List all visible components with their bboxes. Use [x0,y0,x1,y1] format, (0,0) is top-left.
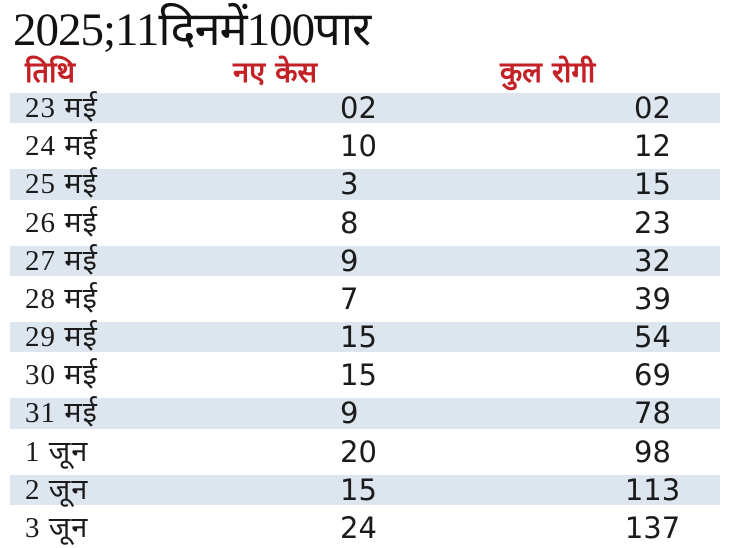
date-cell: 2 जून [25,473,89,506]
column-header-new-cases: नए केस [233,55,318,89]
table-row: 25 मई 3 15 [10,166,720,205]
page-title: 2025;11दिनमें100पार [13,4,371,56]
table-row: 1 जून 20 98 [10,433,720,472]
total-cell: 12 [634,129,671,164]
total-cell: 98 [634,434,671,469]
table-row: 2 जून 15 113 [10,471,720,510]
table-row: 29 मई 15 54 [10,319,720,358]
total-cell: 137 [624,510,681,545]
date-cell: 31 मई [25,397,98,430]
new-cases-cell: 02 [340,91,377,126]
new-cases-cell: 7 [340,281,359,316]
new-cases-cell: 24 [340,510,377,545]
table-header-row: तिथि नए केस कुल रोगी [0,54,730,90]
table-row: 27 मई 9 32 [10,242,720,281]
date-cell: 23 मई [25,92,98,125]
date-cell: 24 मई [25,130,98,163]
new-cases-cell: 10 [340,129,377,164]
date-cell: 3 जून [25,511,89,544]
table-row: 3 जून 24 137 [10,509,720,548]
total-cell: 15 [634,167,671,202]
new-cases-cell: 20 [340,434,377,469]
total-cell: 78 [634,396,671,431]
total-cell: 23 [634,205,671,240]
total-cell: 32 [634,243,671,278]
table-row: 24 मई 10 12 [10,128,720,167]
total-cell: 02 [634,91,671,126]
new-cases-cell: 9 [340,396,359,431]
date-cell: 28 मई [25,282,98,315]
total-cell: 39 [634,281,671,316]
total-cell: 113 [624,472,681,507]
new-cases-cell: 3 [340,167,359,202]
date-cell: 25 मई [25,168,98,201]
new-cases-cell: 9 [340,243,359,278]
new-cases-cell: 8 [340,205,359,240]
date-cell: 30 मई [25,359,98,392]
new-cases-cell: 15 [340,320,377,355]
table-row: 31 मई 9 78 [10,395,720,434]
table-body: 23 मई 02 02 24 मई 10 12 25 मई 3 15 26 मई… [0,90,730,548]
date-cell: 29 मई [25,321,98,354]
new-cases-cell: 15 [340,472,377,507]
column-header-date: तिथि [25,55,76,89]
date-cell: 1 जून [25,435,89,468]
date-cell: 27 मई [25,244,98,277]
table-row: 30 मई 15 69 [10,357,720,396]
table-row: 28 मई 7 39 [10,280,720,320]
total-cell: 69 [634,358,671,393]
table-row: 23 मई 02 02 [10,90,720,129]
table-row: 26 मई 8 23 [10,204,720,243]
column-header-total-patients: कुल रोगी [500,55,596,89]
total-cell: 54 [634,320,671,355]
date-cell: 26 मई [25,206,98,239]
new-cases-cell: 15 [340,358,377,393]
